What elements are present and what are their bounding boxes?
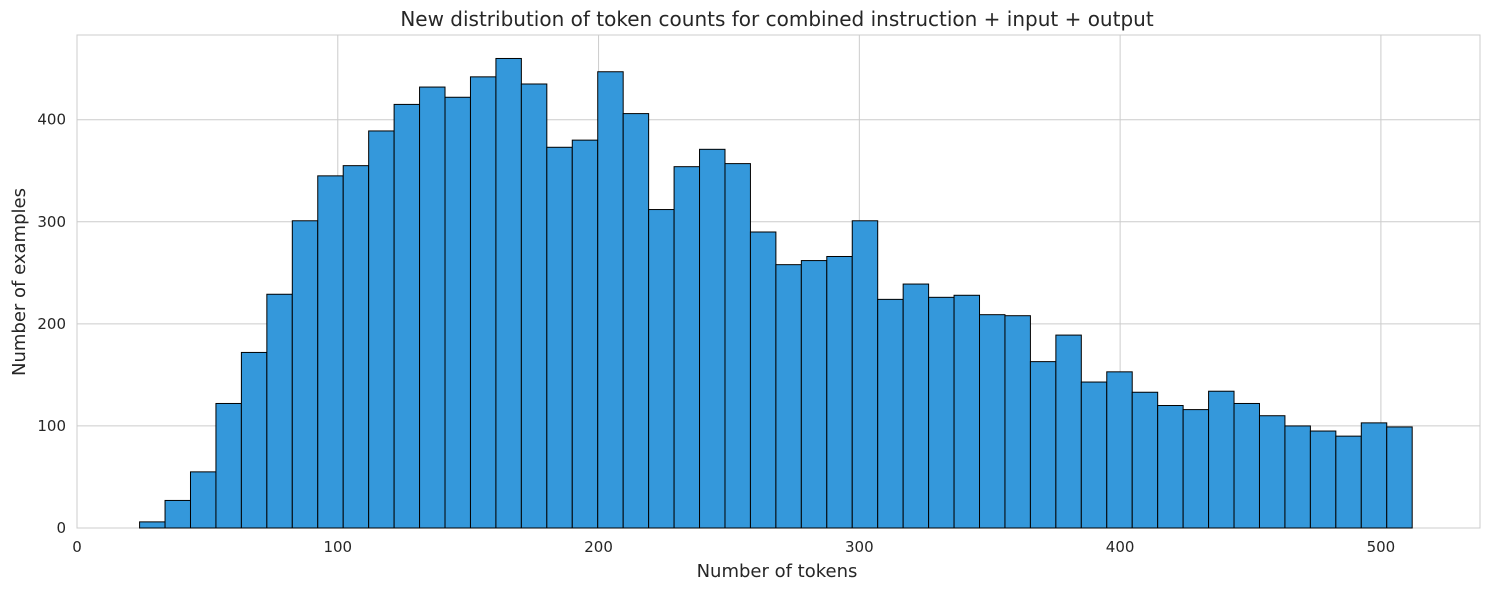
histogram-bar (1284, 425, 1311, 529)
histogram-bar (317, 175, 344, 529)
histogram-bar (164, 499, 191, 529)
histogram-bars (139, 57, 1413, 529)
chart-title: New distribution of token counts for com… (400, 7, 1154, 31)
histogram-bar (1131, 391, 1159, 529)
histogram-bar (1182, 409, 1210, 529)
histogram-bar (724, 163, 751, 529)
histogram-bar (648, 209, 675, 529)
histogram-bar (240, 351, 268, 529)
histogram-bar (851, 220, 879, 529)
histogram-bar (520, 83, 548, 529)
histogram-bar (902, 283, 930, 529)
histogram-bar (495, 57, 522, 529)
y-axis-ticks: 0 100 200 300 400 (37, 111, 66, 537)
histogram-bar (393, 103, 421, 529)
histogram-bar (1029, 361, 1057, 529)
histogram-bar (215, 402, 242, 529)
histogram-bar (419, 86, 446, 529)
histogram-bar (1106, 371, 1133, 529)
x-tick-label: 400 (1106, 538, 1135, 556)
histogram-bar (622, 113, 650, 529)
x-tick-label: 100 (323, 538, 352, 556)
histogram-bar (1080, 381, 1108, 529)
x-tick-label: 300 (845, 538, 874, 556)
histogram-bar (1055, 334, 1082, 529)
histogram-bar (1208, 390, 1235, 529)
histogram-bar (266, 293, 293, 529)
histogram-bar (775, 264, 802, 529)
histogram-bar (877, 298, 904, 529)
y-tick-label: 400 (37, 111, 66, 129)
y-tick-label: 300 (37, 213, 66, 231)
histogram-bar (444, 96, 471, 529)
histogram-bar (597, 71, 624, 529)
x-axis-ticks: 0 100 200 300 400 500 (72, 538, 1395, 556)
y-tick-label: 0 (56, 519, 66, 537)
histogram-bar (342, 165, 370, 529)
histogram-bar (1360, 422, 1388, 529)
histogram-bar (1335, 435, 1362, 529)
x-axis-label: Number of tokens (697, 561, 858, 582)
histogram-bar (749, 231, 777, 529)
y-tick-label: 200 (37, 315, 66, 333)
histogram-bar (1309, 430, 1337, 529)
x-tick-label: 500 (1367, 538, 1396, 556)
x-tick-label: 200 (584, 538, 613, 556)
histogram-bar (1258, 415, 1286, 529)
histogram-bar (189, 471, 217, 529)
histogram-bar (1157, 405, 1184, 529)
y-tick-label: 100 (37, 417, 66, 435)
histogram-bar (699, 148, 726, 529)
histogram-bar (1386, 426, 1413, 529)
histogram-bar (979, 314, 1006, 529)
histogram-bar (546, 146, 573, 529)
histogram-bar (1004, 315, 1031, 529)
y-axis-label: Number of examples (9, 188, 30, 376)
histogram-bar (1233, 402, 1260, 529)
histogram-bar (673, 166, 701, 529)
histogram-bar (469, 76, 497, 529)
histogram-bar (826, 255, 853, 529)
histogram-bar (139, 521, 166, 529)
histogram-bar (571, 139, 599, 529)
x-tick-label: 0 (72, 538, 82, 556)
histogram-bar (368, 130, 395, 529)
histogram-bar (291, 220, 319, 529)
histogram-bar (953, 294, 981, 529)
histogram-bar (800, 260, 828, 529)
histogram-bar (928, 296, 955, 529)
